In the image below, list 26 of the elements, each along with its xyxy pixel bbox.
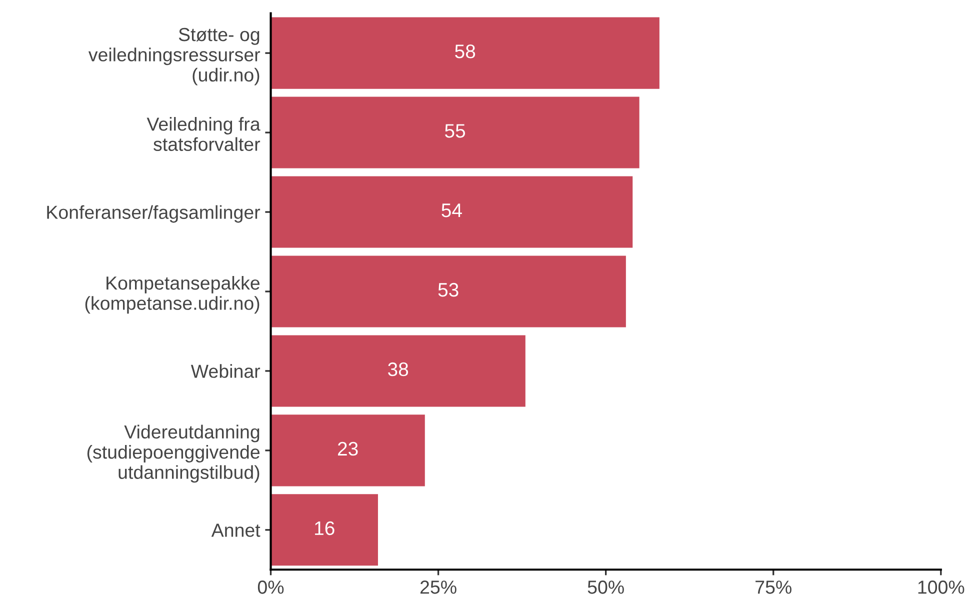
data-label: 38 [388, 362, 408, 376]
y-tick-label: Annet [211, 524, 260, 537]
data-label: 53 [438, 282, 458, 297]
bar [270, 17, 660, 89]
bar [270, 256, 626, 328]
x-tick-label: 50% [588, 580, 624, 594]
x-tick-label: 25% [420, 580, 456, 594]
y-tick-label: Videreutdanning (studiepoenggivende utdanningstilbud) [87, 424, 260, 483]
bar [270, 414, 425, 486]
x-tick-label: 0% [258, 580, 284, 594]
bar [270, 176, 633, 248]
x-tick-label: 75% [756, 580, 792, 594]
bar [270, 335, 526, 407]
y-tick-label: Veiledning fra statsforvalter [146, 117, 260, 151]
x-tick-label: 100% [918, 580, 964, 594]
data-label: 54 [442, 204, 462, 218]
y-tick-label: Webinar [190, 364, 260, 378]
data-label: 55 [445, 124, 466, 138]
bar [270, 96, 640, 168]
y-tick-label: Konferanser/fagsamlinger [47, 205, 260, 223]
y-tick-label: Kompetansepakke (kompetanse.udir.no) [85, 276, 260, 314]
data-label: 58 [455, 44, 476, 58]
bar [270, 494, 378, 566]
data-label: 16 [315, 521, 334, 536]
y-tick-label: Støtte- og veiledningsressurser (udir.no) [88, 28, 260, 86]
data-label: 23 [338, 442, 358, 456]
